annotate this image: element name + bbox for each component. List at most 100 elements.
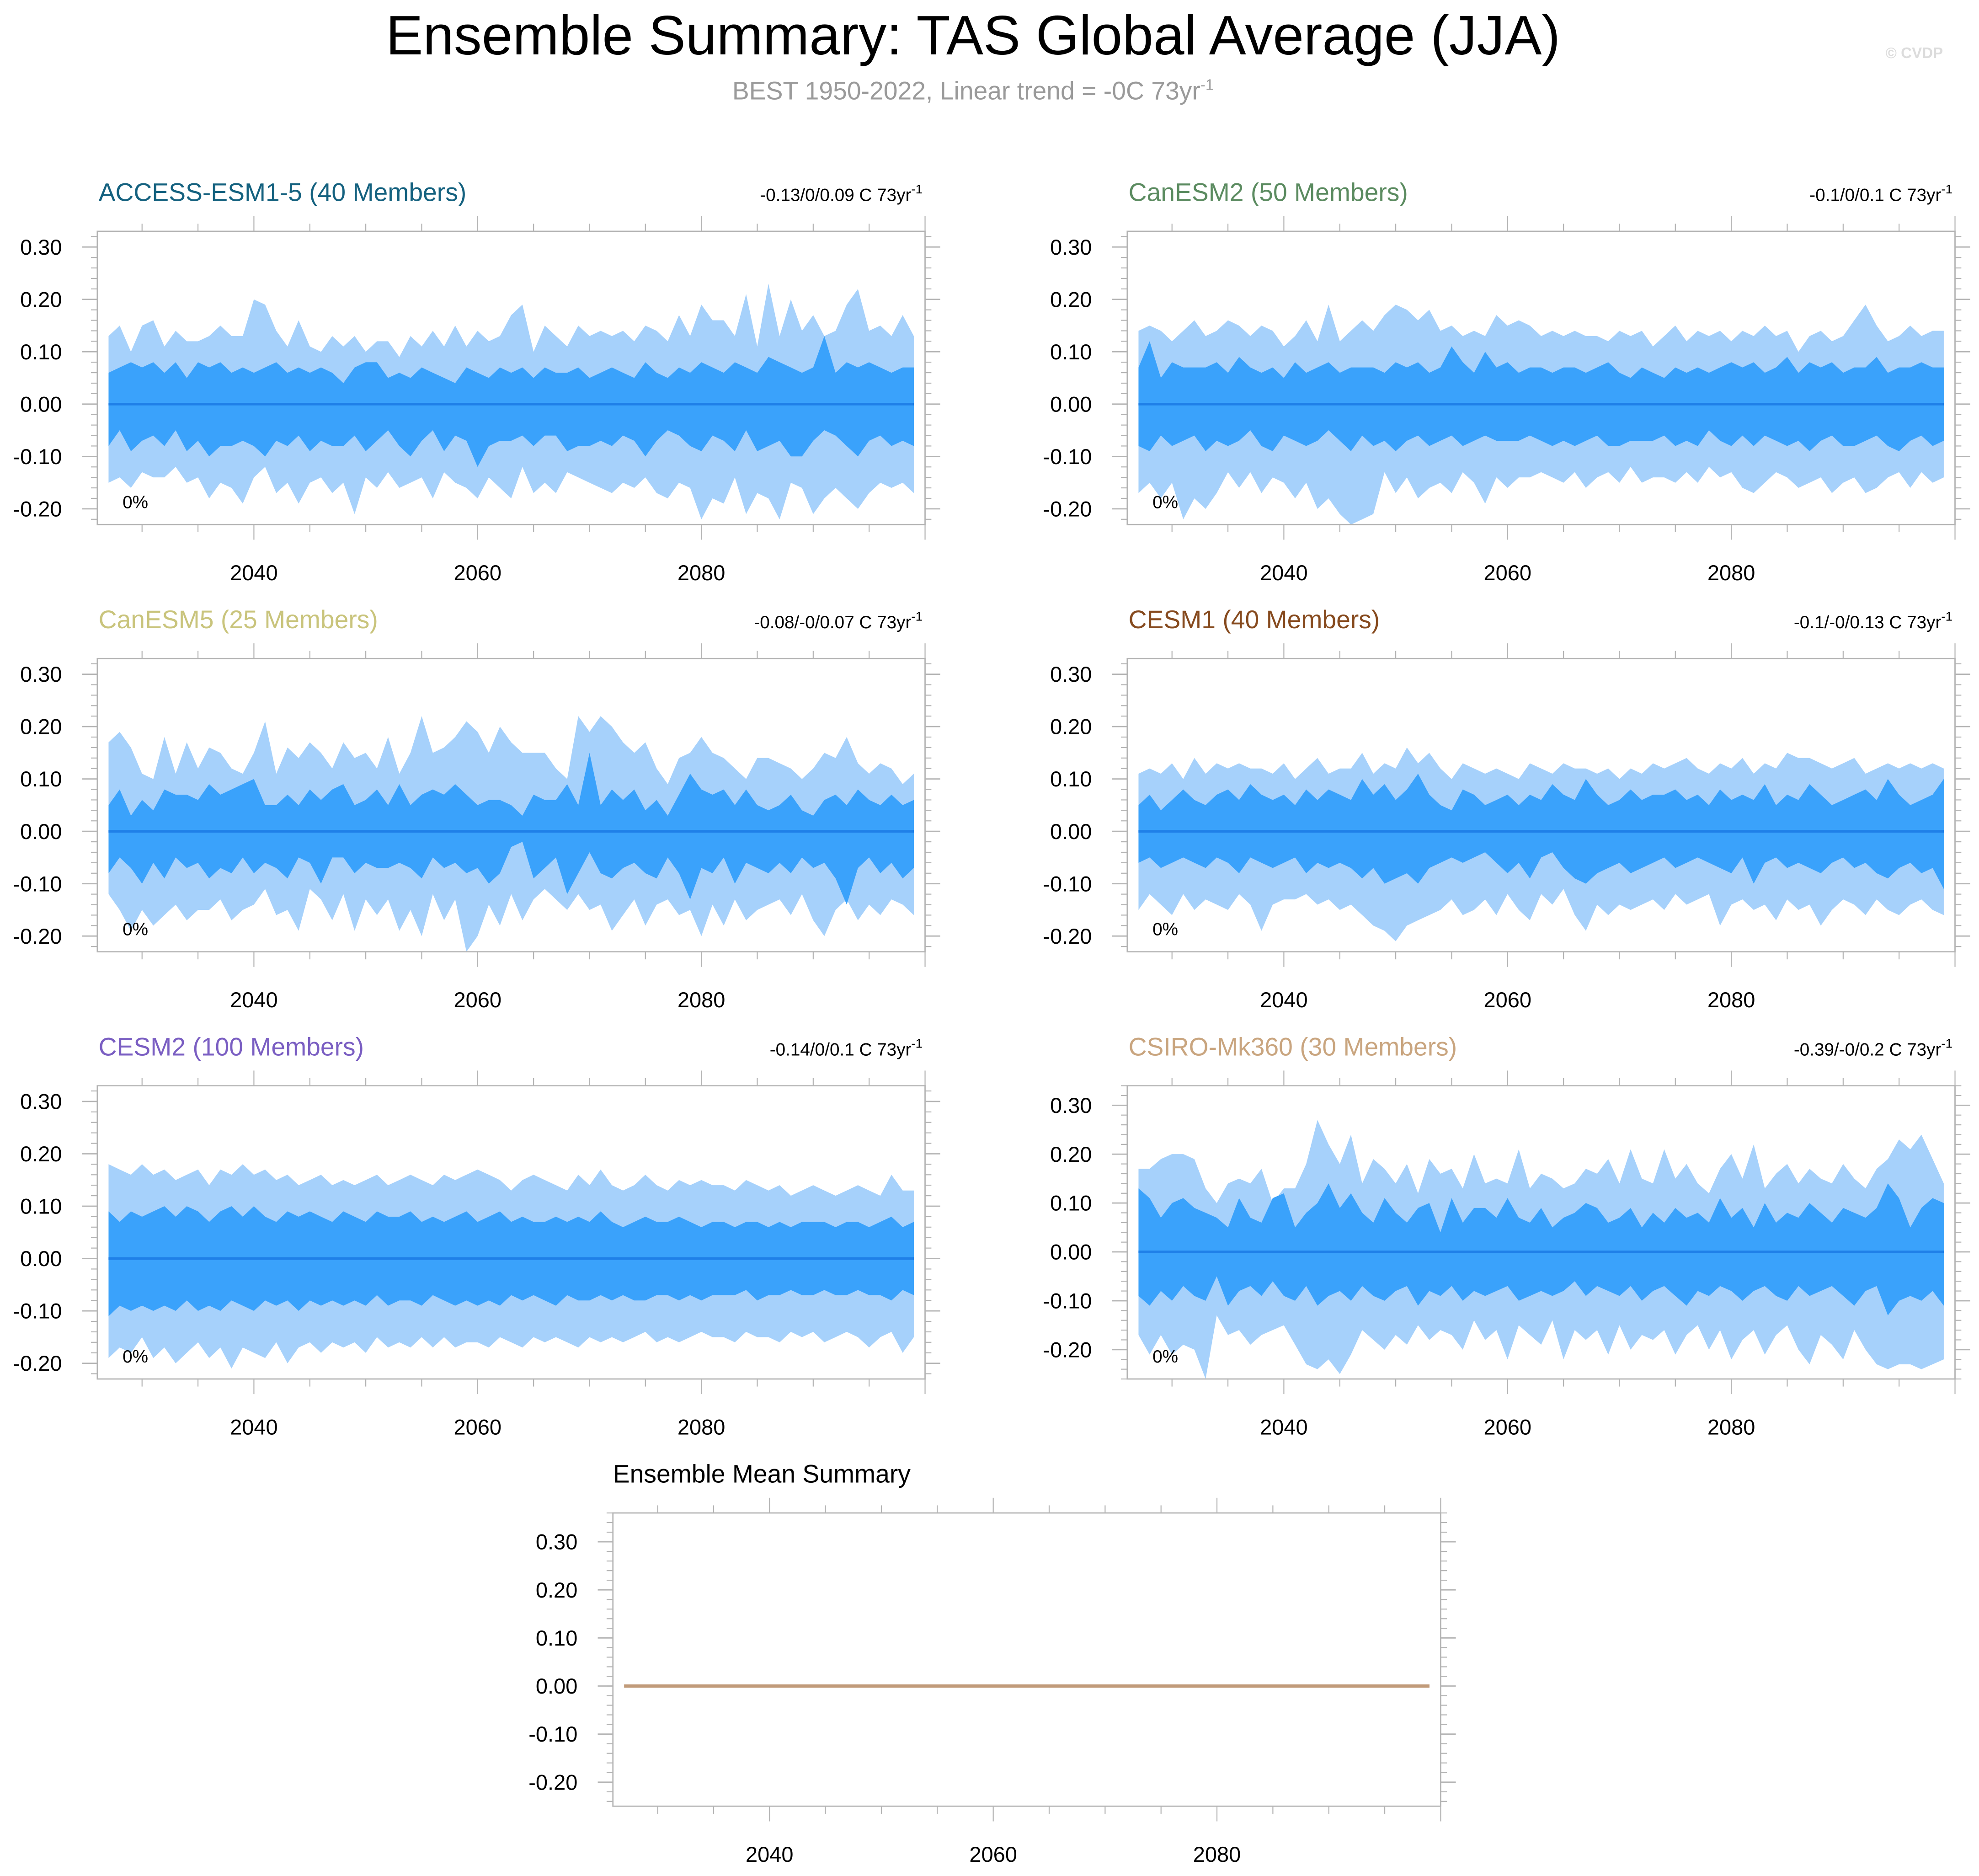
x-tick-label: 2060: [454, 561, 502, 585]
x-tick-label: 2060: [969, 1842, 1017, 1866]
y-tick-label: 0.00: [20, 392, 62, 416]
trend-annotation: -0.1/-0/0.13 C 73yr-1: [1794, 609, 1952, 632]
trend-annotation-text: -0.14/0/0.1 C 73yr: [770, 1040, 912, 1059]
trend-annotation-superscript: -1: [911, 609, 923, 623]
inner-spread-band: [1138, 1183, 1944, 1315]
y-tick-label: 0.20: [1050, 1142, 1092, 1166]
y-tick-label: -0.20: [13, 497, 62, 521]
main-title: Ensemble Summary: TAS Global Average (JJ…: [386, 5, 1560, 67]
plot-frame: [96, 1085, 926, 1380]
y-tick-label: 0.30: [20, 662, 62, 686]
x-tick-label: 2060: [1484, 1415, 1532, 1439]
y-tick-label: -0.20: [1043, 924, 1092, 948]
inner-spread-band: [108, 753, 914, 905]
chart-panel-1: ACCESS-ESM1-5 (40 Members) -0.13/0/0.09 C…: [13, 178, 940, 585]
plot-area: [108, 1164, 914, 1369]
percent-label: 0%: [123, 1347, 148, 1367]
y-tick-label: -0.20: [1043, 497, 1092, 521]
y-tick-label: 0.10: [1050, 340, 1092, 364]
x-tick-label: 2060: [1484, 561, 1532, 585]
y-tick-label: 0.30: [1050, 1093, 1092, 1117]
y-tick-label: 0.20: [20, 715, 62, 739]
y-tick-label: 0.00: [20, 819, 62, 844]
trend-annotation-superscript: -1: [911, 1037, 923, 1051]
y-tick-label: -0.10: [1043, 444, 1092, 469]
subtitle: BEST 1950-2022, Linear trend = -0C 73yr-…: [0, 76, 1946, 107]
x-tick-label: 2080: [1193, 1842, 1241, 1866]
y-tick-label: 0.00: [536, 1674, 577, 1698]
x-tick-label: 2080: [1707, 561, 1755, 585]
panel-title: CSIRO-Mk360 (30 Members): [1129, 1032, 1457, 1061]
plot-area: [108, 283, 914, 519]
x-tick-label: 2080: [1707, 1415, 1755, 1439]
plot-area: [1138, 1120, 1944, 1379]
y-tick-label: 0.00: [1050, 1240, 1092, 1264]
y-tick-label: -0.20: [528, 1770, 577, 1794]
y-tick-label: 0.10: [20, 1194, 62, 1219]
trend-annotation: -0.1/0/0.1 C 73yr-1: [1809, 182, 1952, 205]
trend-annotation-text: -0.1/-0/0.13 C 73yr: [1794, 613, 1942, 632]
x-tick-label: 2040: [746, 1842, 794, 1866]
y-tick-label: 0.10: [20, 767, 62, 791]
y-tick-label: -0.20: [13, 1351, 62, 1375]
y-tick-label: -0.10: [13, 444, 62, 469]
trend-annotation-text: -0.1/0/0.1 C 73yr: [1809, 186, 1941, 205]
x-tick-label: 2040: [230, 988, 278, 1012]
x-tick-label: 2040: [1260, 561, 1308, 585]
plot-area: [1138, 305, 1944, 525]
y-tick-label: 0.00: [1050, 819, 1092, 844]
x-tick-label: 2040: [1260, 1415, 1308, 1439]
trend-annotation-superscript: -1: [1941, 609, 1952, 623]
subtitle-superscript: -1: [1200, 75, 1214, 94]
y-tick-label: 0.10: [1050, 767, 1092, 791]
plot-frame: [96, 230, 926, 525]
y-tick-label: -0.10: [1043, 871, 1092, 896]
x-tick-label: 2080: [677, 988, 725, 1012]
y-tick-label: 0.20: [20, 287, 62, 311]
x-tick-label: 2060: [1484, 988, 1532, 1012]
percent-label: 0%: [123, 920, 148, 940]
y-tick-label: 0.30: [536, 1530, 577, 1554]
subtitle-text: BEST 1950-2022, Linear trend = -0C 73yr: [732, 78, 1200, 106]
trend-annotation: -0.08/-0/0.07 C 73yr-1: [754, 609, 923, 632]
plot-area: [108, 716, 914, 952]
trend-annotation-superscript: -1: [1941, 1037, 1952, 1051]
chart-panel-7: Ensemble Mean Summary 0.30 0.20 0.10 0.00 -0.…: [528, 1460, 1456, 1866]
y-tick-label: -0.10: [13, 1299, 62, 1323]
x-tick-label: 2080: [1707, 988, 1755, 1012]
y-tick-label: 0.30: [20, 1090, 62, 1114]
plot-area: [1138, 747, 1944, 941]
panel-title: CESM2 (100 Members): [99, 1032, 364, 1061]
trend-annotation: -0.13/0/0.09 C 73yr-1: [760, 182, 923, 205]
panel-title: CanESM2 (50 Members): [1129, 178, 1408, 207]
percent-label: 0%: [1152, 1347, 1178, 1367]
y-tick-label: 0.10: [1050, 1191, 1092, 1215]
y-tick-label: -0.10: [1043, 1289, 1092, 1313]
x-tick-label: 2060: [454, 988, 502, 1012]
y-tick-label: -0.10: [13, 871, 62, 896]
y-tick-label: -0.20: [13, 924, 62, 948]
chart-panel-5: CESM2 (100 Members) -0.14/0/0.1 C 73yr-1 0…: [13, 1032, 940, 1439]
y-tick-label: -0.20: [1043, 1337, 1092, 1362]
x-tick-label: 2060: [454, 1415, 502, 1439]
trend-annotation: -0.39/-0/0.2 C 73yr-1: [1794, 1037, 1952, 1060]
plot-frame: [96, 657, 926, 952]
y-tick-label: 0.30: [20, 235, 62, 259]
y-tick-label: 0.10: [536, 1626, 577, 1650]
panel-title: Ensemble Mean Summary: [613, 1460, 911, 1488]
panel-title: CESM1 (40 Members): [1129, 605, 1380, 634]
percent-label: 0%: [123, 492, 148, 512]
chart-panel-6: CSIRO-Mk360 (30 Members) -0.39/-0/0.2 C 7…: [1043, 1032, 1970, 1439]
plot-frame: [1126, 230, 1956, 525]
x-tick-label: 2040: [230, 561, 278, 585]
trend-annotation-superscript: -1: [1941, 182, 1952, 196]
trend-annotation-text: -0.39/-0/0.2 C 73yr: [1794, 1040, 1942, 1059]
y-tick-label: 0.20: [1050, 715, 1092, 739]
inner-spread-band: [1138, 341, 1944, 451]
y-tick-label: 0.30: [1050, 662, 1092, 686]
trend-annotation-text: -0.13/0/0.09 C 73yr: [760, 186, 911, 205]
y-tick-label: 0.20: [1050, 287, 1092, 311]
y-tick-label: -0.10: [528, 1722, 577, 1746]
